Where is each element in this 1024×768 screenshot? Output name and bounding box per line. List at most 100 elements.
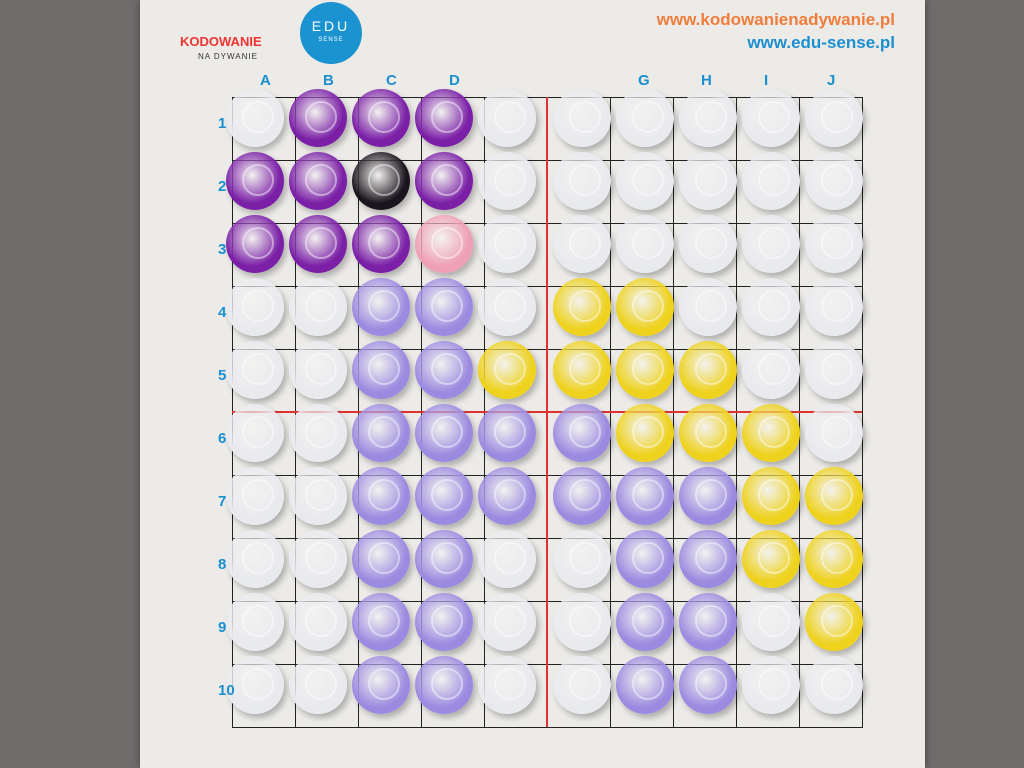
cup-white <box>805 215 863 273</box>
grid <box>226 89 863 728</box>
cup-white <box>742 593 800 651</box>
cup-lavender <box>415 530 473 588</box>
cup-white <box>805 152 863 210</box>
cup-lavender <box>679 593 737 651</box>
column-label: C <box>386 72 397 89</box>
cup-lavender <box>352 656 410 714</box>
cup-lavender <box>616 530 674 588</box>
row-label: 6 <box>218 430 227 447</box>
cup-white <box>742 152 800 210</box>
column-label: H <box>701 72 712 89</box>
cup-white <box>679 89 737 147</box>
cup-purple <box>415 89 473 147</box>
cup-lavender <box>478 467 536 525</box>
cup-yellow <box>805 593 863 651</box>
cup-white <box>679 278 737 336</box>
column-label: B <box>323 72 334 89</box>
cup-white <box>289 656 347 714</box>
cup-white <box>679 215 737 273</box>
cup-lavender <box>352 278 410 336</box>
row-label: 8 <box>218 556 227 573</box>
cup-lavender <box>679 530 737 588</box>
cup-white <box>289 341 347 399</box>
cup-lavender <box>352 341 410 399</box>
cup-white <box>805 278 863 336</box>
cup-white <box>478 152 536 210</box>
cup-lavender <box>352 593 410 651</box>
cup-lavender <box>415 467 473 525</box>
kodowanie-logo: KODOWANIE NA DYWANIE <box>176 10 286 61</box>
column-label: I <box>764 72 769 89</box>
column-label: A <box>260 72 271 89</box>
cup-yellow <box>742 404 800 462</box>
cup-lavender <box>352 530 410 588</box>
row-label: 10 <box>218 682 235 699</box>
cup-yellow <box>616 404 674 462</box>
row-label: 2 <box>218 178 227 195</box>
cup-white <box>742 215 800 273</box>
cup-white <box>553 530 611 588</box>
cup-yellow <box>478 341 536 399</box>
cup-white <box>226 467 284 525</box>
cup-lavender <box>616 593 674 651</box>
cup-lavender <box>415 593 473 651</box>
cup-white <box>289 530 347 588</box>
cup-white <box>289 593 347 651</box>
edu-logo-text: EDU <box>311 18 351 34</box>
column-label: J <box>827 72 836 89</box>
cup-white <box>805 404 863 462</box>
cup-white <box>805 89 863 147</box>
cup-purple <box>226 152 284 210</box>
cup-lavender <box>679 656 737 714</box>
url-secondary: www.edu-sense.pl <box>747 33 895 52</box>
row-label: 3 <box>218 241 227 258</box>
cup-white <box>616 152 674 210</box>
cup-white <box>226 278 284 336</box>
cup-white <box>553 89 611 147</box>
cup-white <box>289 404 347 462</box>
cup-white <box>553 593 611 651</box>
cup-lavender <box>415 278 473 336</box>
cup-yellow <box>553 341 611 399</box>
cup-white <box>226 89 284 147</box>
cup-white <box>616 215 674 273</box>
cup-purple <box>289 215 347 273</box>
coding-mat: KODOWANIE NA DYWANIE EDU SENSE www.kodow… <box>140 0 925 768</box>
row-label: 4 <box>218 304 227 321</box>
cup-white <box>289 467 347 525</box>
cup-purple <box>289 152 347 210</box>
cup-yellow <box>616 278 674 336</box>
cup-white <box>226 593 284 651</box>
cup-lavender <box>553 404 611 462</box>
logo-subtext: NA DYWANIE <box>198 52 258 61</box>
cup-white <box>226 530 284 588</box>
cup-white <box>478 593 536 651</box>
cup-yellow <box>742 467 800 525</box>
cup-yellow <box>553 278 611 336</box>
cup-white <box>478 215 536 273</box>
cup-lavender <box>478 404 536 462</box>
cup-yellow <box>679 404 737 462</box>
cup-lavender <box>415 341 473 399</box>
cup-black <box>352 152 410 210</box>
edu-sense-logo: EDU SENSE <box>300 2 362 64</box>
cup-white <box>289 278 347 336</box>
cup-purple <box>415 152 473 210</box>
cup-yellow <box>616 341 674 399</box>
cup-white <box>742 89 800 147</box>
cup-white <box>742 656 800 714</box>
cup-lavender <box>415 404 473 462</box>
cup-purple <box>352 89 410 147</box>
cup-white <box>805 341 863 399</box>
red-divider-horizontal <box>232 411 862 413</box>
cup-white <box>679 152 737 210</box>
cup-lavender <box>616 656 674 714</box>
cup-white <box>478 530 536 588</box>
row-label: 5 <box>218 367 227 384</box>
cup-white <box>742 341 800 399</box>
cup-purple <box>352 215 410 273</box>
cup-white <box>478 89 536 147</box>
cup-white <box>742 278 800 336</box>
cup-white <box>553 215 611 273</box>
cup-white <box>226 656 284 714</box>
